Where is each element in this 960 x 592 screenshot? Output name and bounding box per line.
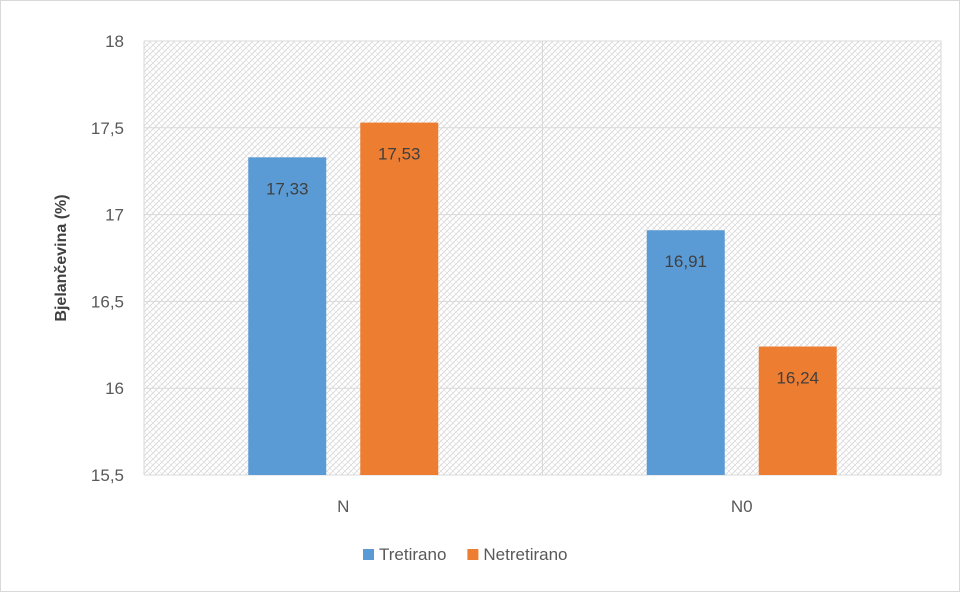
y-tick-label: 17 — [105, 206, 124, 225]
data-label: 16,24 — [776, 369, 819, 388]
bar-tretirano-n — [248, 157, 327, 475]
legend-swatch — [467, 549, 479, 560]
x-axis-ticks: N N0 — [337, 497, 753, 516]
legend-label: Tretirano — [379, 545, 446, 564]
data-label: 17,53 — [378, 145, 421, 164]
data-label: 16,91 — [664, 252, 707, 271]
bar-tretirano-n0 — [646, 230, 725, 475]
bars: 17,33 17,53 16,91 16,24 — [248, 122, 837, 475]
data-label: 17,33 — [266, 179, 309, 198]
y-tick-label: 17,5 — [91, 119, 124, 138]
y-tick-label: 18 — [105, 32, 124, 51]
y-tick-label: 16,5 — [91, 292, 124, 311]
y-tick-label: 16 — [105, 379, 124, 398]
x-tick-label: N0 — [731, 497, 753, 516]
x-tick-label: N — [337, 497, 349, 516]
y-axis-label: Bjelančevina (%) — [53, 194, 70, 321]
bar-netretirano-n0 — [758, 346, 837, 475]
legend-swatch — [363, 549, 374, 560]
legend: Tretirano Netretirano — [363, 545, 568, 564]
y-axis-ticks: 15,5 16 16,5 17 17,5 18 — [91, 32, 124, 485]
y-tick-label: 15,5 — [91, 466, 124, 485]
legend-label: Netretirano — [483, 545, 567, 564]
bar-netretirano-n — [360, 122, 439, 475]
